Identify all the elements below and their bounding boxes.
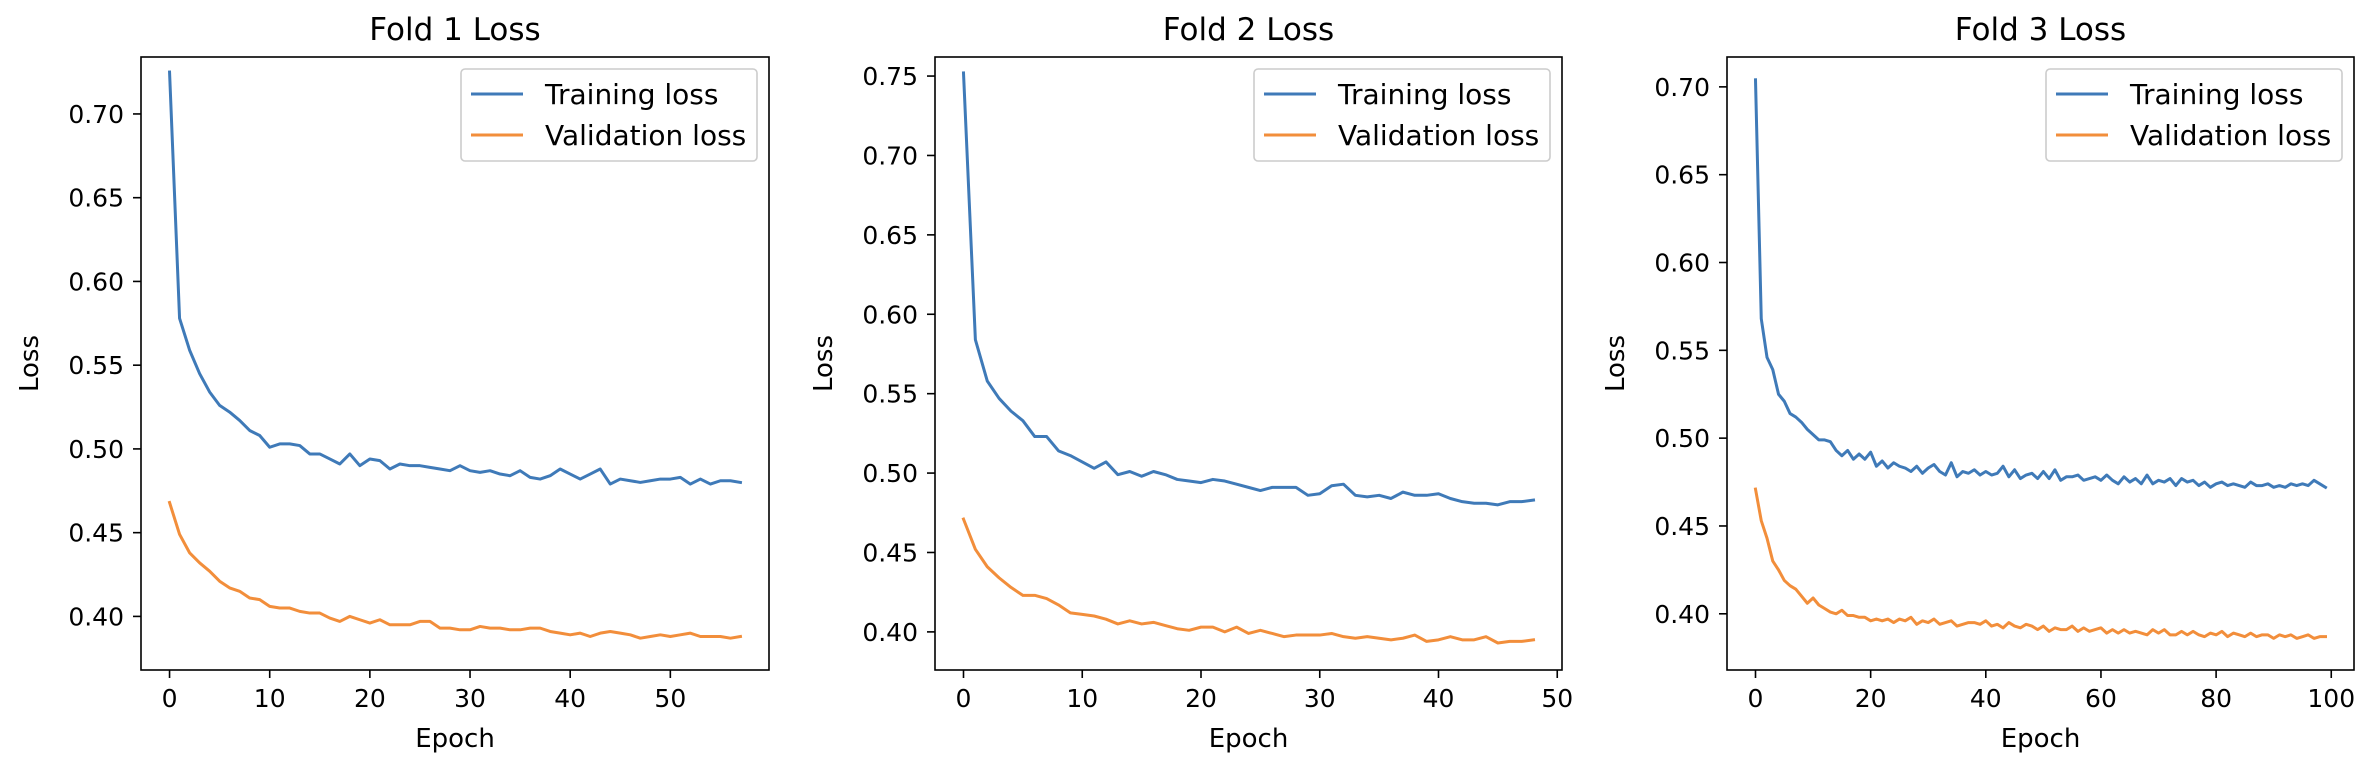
x-tick-label: 0 <box>162 684 178 713</box>
series-line-training-loss <box>167 70 743 486</box>
y-tick-label: 0.50 <box>1654 424 1710 453</box>
y-tick-label: 0.40 <box>862 618 918 647</box>
y-axis-label: Loss <box>1601 335 1631 392</box>
legend-box <box>2045 68 2343 162</box>
series-line-validation-loss <box>1753 487 2327 640</box>
x-axis-label: Epoch <box>1209 724 1289 754</box>
legend-label-training-loss: Training loss <box>544 78 718 111</box>
y-tick-label: 0.50 <box>68 435 124 464</box>
y-tick-label: 0.40 <box>1654 600 1710 629</box>
y-tick-label: 0.65 <box>862 221 918 250</box>
legend: Training loss Validation loss <box>460 68 758 162</box>
chart-title: Fold 1 Loss <box>369 12 540 48</box>
x-tick-label: 20 <box>1185 684 1217 713</box>
series-line-training-loss <box>1753 78 2328 490</box>
y-tick-label: 0.55 <box>862 380 918 409</box>
x-tick-label: 40 <box>554 684 586 713</box>
legend: Training loss Validation loss <box>2045 68 2343 162</box>
fold-1-panel: 0 10 20 30 40 50 0.40 0.45 0.50 0.55 0.60 0.65 0.70 F… <box>15 12 770 754</box>
legend-label-validation-loss: Validation loss <box>1338 119 1539 152</box>
legend-box <box>1253 68 1551 162</box>
x-tick-label: 0 <box>1748 684 1764 713</box>
x-tick-label: 80 <box>2200 684 2232 713</box>
series-line-validation-loss <box>167 500 743 640</box>
y-tick-label: 0.65 <box>1654 161 1710 190</box>
fold-2-panel: 0 10 20 30 40 50 0.40 0.45 0.50 0.55 0.60 0.65 0.70 0… <box>809 12 1573 754</box>
y-axis-label: Loss <box>15 335 45 392</box>
x-tick-label: 40 <box>1423 684 1455 713</box>
legend-label-training-loss: Training loss <box>1337 78 1511 111</box>
y-tick-label: 0.55 <box>1654 336 1710 365</box>
legend-label-validation-loss: Validation loss <box>2130 119 2331 152</box>
x-tick-label: 60 <box>2085 684 2117 713</box>
x-tick-label: 30 <box>1304 684 1336 713</box>
y-tick-label: 0.55 <box>68 351 124 380</box>
chart-title: Fold 2 Loss <box>1163 12 1334 48</box>
series-line-training-loss <box>961 71 1536 507</box>
y-tick-label: 0.60 <box>68 267 124 296</box>
legend: Training loss Validation loss <box>1253 68 1551 162</box>
y-tick-label: 0.60 <box>862 300 918 329</box>
x-tick-label: 0 <box>956 684 972 713</box>
y-tick-label: 0.40 <box>68 602 124 631</box>
x-tick-label: 100 <box>2307 684 2355 713</box>
y-tick-label: 0.60 <box>1654 249 1710 278</box>
y-tick-label: 0.70 <box>68 100 124 129</box>
y-axis-label: Loss <box>809 335 839 392</box>
x-tick-label: 30 <box>454 684 486 713</box>
x-tick-label: 50 <box>1541 684 1573 713</box>
y-tick-label: 0.65 <box>68 184 124 213</box>
y-tick-label: 0.70 <box>862 141 918 170</box>
plot-frame <box>140 56 770 671</box>
legend-label-validation-loss: Validation loss <box>545 119 746 152</box>
y-tick-label: 0.45 <box>68 519 124 548</box>
x-tick-label: 10 <box>1066 684 1098 713</box>
y-tick-label: 0.45 <box>1654 512 1710 541</box>
legend-box <box>460 68 758 162</box>
x-axis-label: Epoch <box>415 724 495 754</box>
fold-3-panel: 0 20 40 60 80 100 0.40 0.45 0.50 0.55 0.60 0.65 0.70… <box>1601 12 2355 754</box>
x-tick-label: 10 <box>254 684 286 713</box>
x-tick-label: 20 <box>1855 684 1887 713</box>
y-tick-label: 0.70 <box>1654 73 1710 102</box>
plot-frame <box>1726 56 2355 671</box>
chart-title: Fold 3 Loss <box>1955 12 2126 48</box>
legend-label-training-loss: Training loss <box>2129 78 2303 111</box>
x-tick-label: 20 <box>354 684 386 713</box>
y-tick-label: 0.45 <box>862 538 918 567</box>
x-axis-label: Epoch <box>2001 724 2081 754</box>
x-tick-label: 40 <box>1970 684 2002 713</box>
plot-frame <box>934 56 1563 671</box>
y-tick-label: 0.75 <box>862 62 918 91</box>
x-tick-label: 50 <box>654 684 686 713</box>
y-tick-label: 0.50 <box>862 459 918 488</box>
series-line-validation-loss <box>961 517 1536 645</box>
